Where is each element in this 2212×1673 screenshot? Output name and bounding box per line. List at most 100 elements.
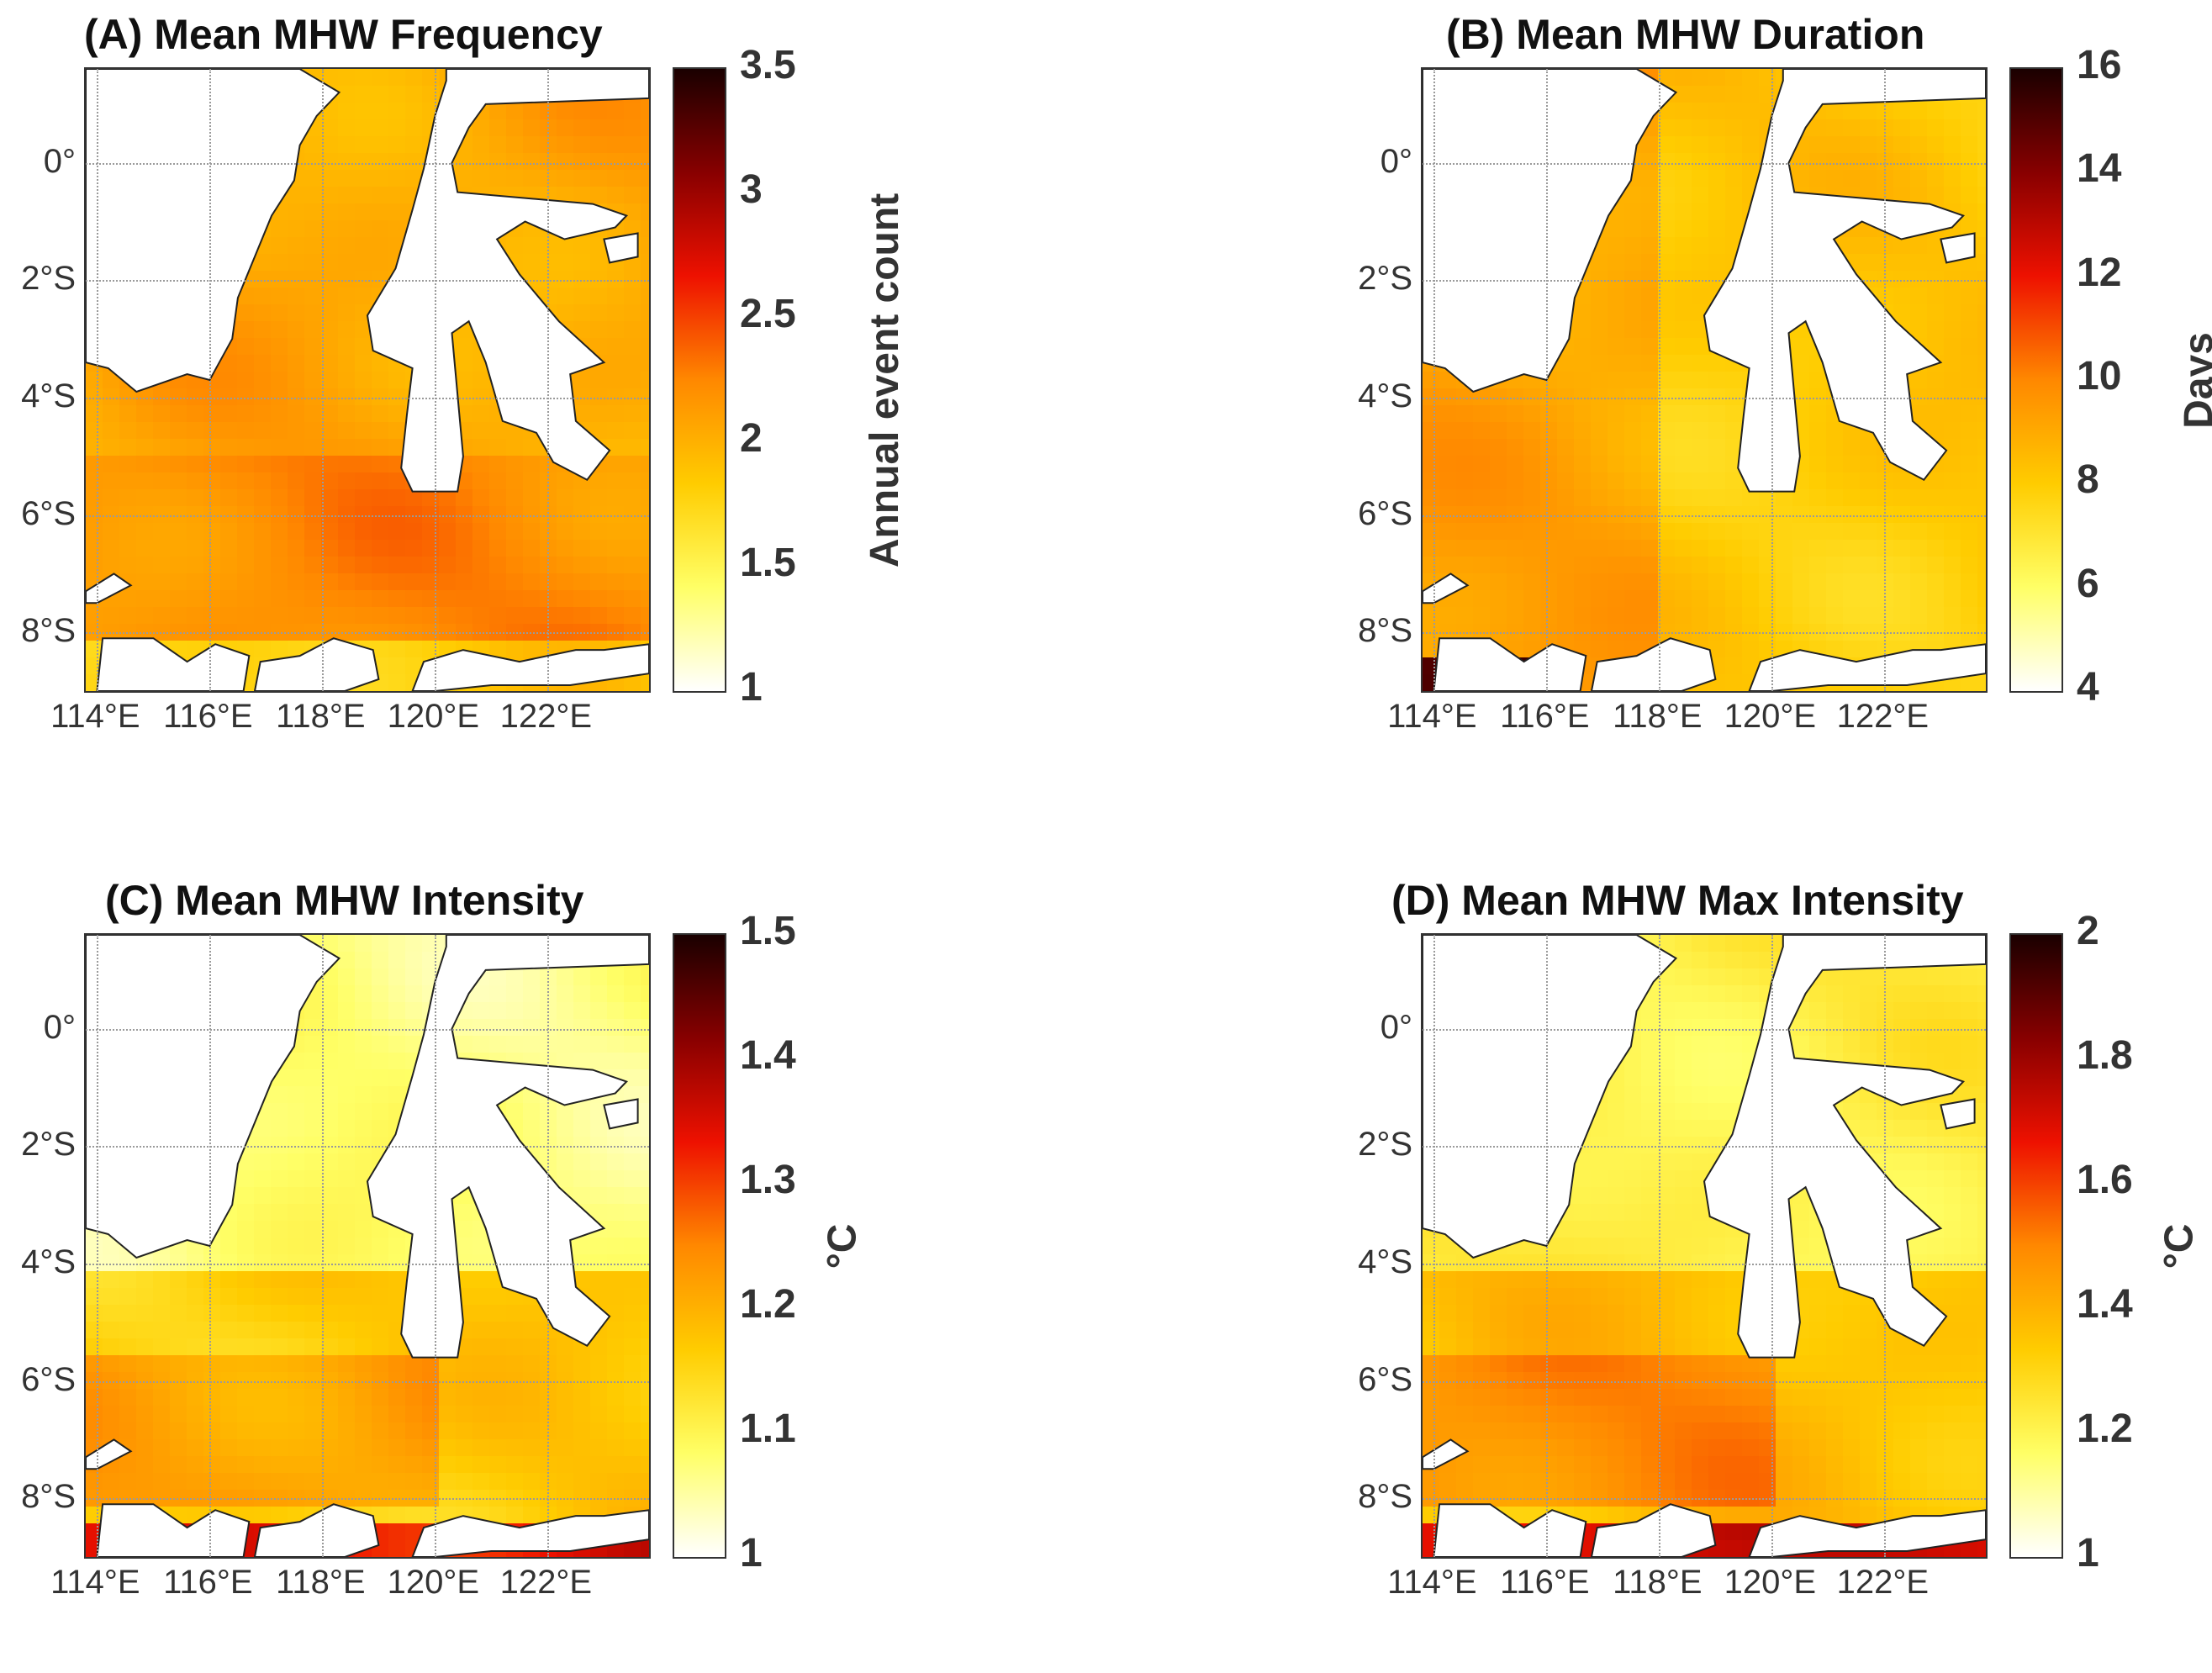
heatmap-cell [1692, 523, 1709, 541]
heatmap-cell [1641, 1288, 1659, 1306]
heatmap-cell [439, 1456, 457, 1474]
heatmap-cell [1557, 557, 1575, 574]
heatmap-cell [1826, 1019, 1844, 1037]
heatmap-cell [573, 1473, 591, 1491]
heatmap-cell [1423, 456, 1440, 473]
heatmap-cell [1961, 1305, 1978, 1322]
heatmap-cell [304, 304, 322, 322]
heatmap-cell [203, 1288, 221, 1306]
heatmap-cell [1456, 405, 1474, 423]
heatmap-cell [237, 472, 255, 490]
heatmap-cell [288, 1355, 305, 1373]
heatmap-cell [1910, 136, 1928, 154]
heatmap-cell [1507, 1406, 1524, 1423]
heatmap-cell [119, 540, 137, 557]
heatmap-cell [1523, 1422, 1541, 1440]
heatmap-cell [1692, 1305, 1709, 1322]
heatmap-cell [119, 422, 137, 440]
heatmap-cell [607, 1322, 625, 1339]
heatmap-cell [288, 1338, 305, 1356]
heatmap-cell [203, 573, 221, 591]
heatmap-cell [1557, 489, 1575, 507]
heatmap-cell [372, 237, 389, 255]
heatmap-cell [523, 136, 541, 154]
heatmap-cell [1692, 557, 1709, 574]
heatmap-cell [573, 254, 591, 272]
heatmap-cell [590, 1338, 608, 1356]
heatmap-cell [153, 489, 171, 507]
heatmap-cell [557, 985, 574, 1003]
heatmap-cell [1523, 607, 1541, 625]
heatmap-cell [1708, 254, 1726, 272]
heatmap-cell [338, 153, 356, 171]
heatmap-cell [1961, 1439, 1978, 1457]
heatmap-cell [1826, 557, 1844, 574]
heatmap-cell [1961, 1238, 1978, 1255]
heatmap-cell [119, 456, 137, 473]
heatmap-cell [1725, 641, 1743, 658]
heatmap-cell [1742, 153, 1760, 171]
heatmap-cell [153, 607, 171, 625]
heatmap-cell [1944, 968, 1961, 986]
heatmap-cell [1473, 573, 1491, 591]
heatmap-cell [271, 422, 288, 440]
heatmap-cell [523, 968, 541, 986]
heatmap-cell [506, 1305, 524, 1322]
heatmap-cell [1742, 590, 1760, 608]
heatmap-cell [388, 590, 406, 608]
heatmap-cell [1591, 1170, 1608, 1188]
heatmap-cell [170, 472, 187, 490]
heatmap-cell [271, 1406, 288, 1423]
heatmap-cell [456, 170, 473, 187]
heatmap-cell [1927, 523, 1945, 541]
heatmap-cell [271, 1439, 288, 1457]
heatmap-cell [523, 590, 541, 608]
heatmap-cell [1574, 1439, 1592, 1457]
heatmap-cell [1608, 1086, 1625, 1104]
heatmap-cell [254, 1389, 272, 1406]
heatmap-cell [1843, 439, 1861, 457]
heatmap-cell [254, 1473, 272, 1491]
heatmap-cell [641, 119, 649, 137]
heatmap-cell [1456, 1288, 1474, 1306]
heatmap-cell [1826, 1422, 1844, 1440]
heatmap-cell [288, 237, 305, 255]
heatmap-cell [641, 968, 649, 986]
heatmap-cell [523, 489, 541, 507]
heatmap-cell [271, 220, 288, 238]
heatmap-cell [1574, 1456, 1592, 1474]
heatmap-cell [1641, 1322, 1659, 1339]
heatmap-cell [271, 1456, 288, 1474]
heatmap-cell [237, 1271, 255, 1289]
heatmap-cell [1708, 237, 1726, 255]
heatmap-cell [1944, 489, 1961, 507]
heatmap-cell [523, 1120, 541, 1137]
heatmap-cell [1708, 136, 1726, 154]
heatmap-cell [607, 985, 625, 1003]
heatmap-cell [1675, 489, 1692, 507]
heatmap-cell [271, 372, 288, 389]
heatmap-cell [338, 119, 356, 137]
heatmap-cell [1591, 489, 1608, 507]
heatmap-cell [1944, 1221, 1961, 1238]
heatmap-cell [1624, 472, 1642, 490]
heatmap-cell [254, 1305, 272, 1322]
heatmap-cell [338, 1238, 356, 1255]
heatmap-cell [103, 1389, 120, 1406]
heatmap-cell [103, 540, 120, 557]
heatmap-cell [1708, 1036, 1726, 1053]
heatmap-cell [388, 657, 406, 675]
heatmap-cell [573, 1238, 591, 1255]
heatmap-cell [1809, 1002, 1827, 1020]
heatmap-cell [1692, 1271, 1709, 1289]
heatmap-cell [1641, 321, 1659, 339]
heatmap-cell [1826, 1406, 1844, 1423]
heatmap-cell [1675, 1103, 1692, 1121]
heatmap-cell [1910, 187, 1928, 204]
heatmap-cell [506, 1338, 524, 1356]
heatmap-cell [338, 1036, 356, 1053]
heatmap-cell [624, 355, 641, 372]
heatmap-cell [422, 573, 440, 591]
heatmap-cell [1708, 1019, 1726, 1037]
gridline-lat [86, 163, 649, 165]
